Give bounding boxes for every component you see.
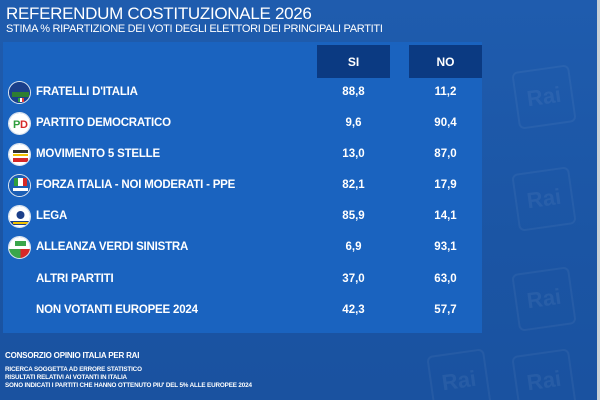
si-value: 6,9 bbox=[345, 241, 362, 253]
footnote: RISULTATI RELATIVI AI VOTANTI IN ITALIA bbox=[5, 374, 127, 381]
lega-logo-icon bbox=[8, 205, 31, 228]
alleanza-verdi-sinistra-logo-icon bbox=[8, 236, 31, 259]
party-name: ALTRI PARTITI bbox=[36, 273, 114, 285]
no-value: 93,1 bbox=[434, 241, 457, 253]
column-header-no-label: NO bbox=[436, 54, 455, 69]
footnote: RICERCA SOGGETTA AD ERRORE STATISTICO bbox=[5, 366, 142, 373]
rai-watermark: Rai bbox=[511, 166, 577, 232]
rai-watermark: Rai bbox=[426, 348, 492, 400]
party-name: MOVIMENTO 5 STELLE bbox=[36, 148, 160, 160]
table-row: ALTRI PARTITI 37,0 63,0 bbox=[3, 264, 482, 295]
rai-watermark-text: Rai bbox=[440, 365, 478, 396]
source-credit: CONSORZIO OPINIO ITALIA PER RAI bbox=[5, 351, 140, 360]
no-value: 63,0 bbox=[434, 273, 457, 285]
no-value: 87,0 bbox=[434, 148, 457, 160]
page-title: REFERENDUM COSTITUZIONALE 2026 bbox=[6, 4, 312, 23]
si-value: 37,0 bbox=[342, 273, 365, 285]
table-row: FORZA ITALIA - NOI MODERATI - PPE 82,1 1… bbox=[3, 170, 482, 201]
si-value: 82,1 bbox=[342, 179, 365, 191]
table-row: MOVIMENTO 5 STELLE 13,0 87,0 bbox=[3, 139, 482, 170]
table-row: ALLEANZA VERDI SINISTRA 6,9 93,1 bbox=[3, 232, 482, 263]
column-header-si: SI bbox=[317, 45, 390, 78]
forza-italia-logo-icon bbox=[8, 174, 31, 197]
svg-text:P: P bbox=[13, 119, 20, 131]
rai-watermark: Rai bbox=[511, 64, 577, 130]
si-value: 9,6 bbox=[345, 117, 362, 129]
table-row: NON VOTANTI EUROPEE 2024 42,3 57,7 bbox=[3, 295, 482, 326]
rai-watermark-text: Rai bbox=[525, 283, 563, 314]
results-panel bbox=[3, 42, 482, 333]
fratelli-ditalia-logo-icon bbox=[8, 81, 31, 104]
no-value: 57,7 bbox=[434, 304, 457, 316]
party-name: PARTITO DEMOCRATICO bbox=[36, 117, 171, 129]
svg-text:D: D bbox=[20, 119, 28, 131]
si-value: 85,9 bbox=[342, 210, 365, 222]
table-row: P D PARTITO DEMOCRATICO 9,6 90,4 bbox=[3, 108, 482, 139]
si-value: 42,3 bbox=[342, 304, 365, 316]
rai-watermark: Rai bbox=[511, 266, 577, 332]
movimento-5-stelle-logo-icon bbox=[8, 143, 31, 166]
si-value: 88,8 bbox=[342, 86, 365, 98]
footnote: SONO INDICATI I PARTITI CHE HANNO OTTENU… bbox=[5, 382, 252, 389]
party-name: LEGA bbox=[36, 210, 68, 222]
column-header-si-label: SI bbox=[347, 54, 360, 69]
party-name: ALLEANZA VERDI SINISTRA bbox=[36, 241, 189, 253]
no-value: 17,9 bbox=[434, 179, 457, 191]
party-name: FRATELLI D'ITALIA bbox=[36, 86, 138, 98]
rai-watermark-text: Rai bbox=[525, 81, 563, 112]
no-value: 90,4 bbox=[434, 117, 457, 129]
table-row: FRATELLI D'ITALIA 88,8 11,2 bbox=[3, 77, 482, 108]
no-value: 11,2 bbox=[434, 86, 457, 98]
partito-democratico-logo-icon: P D bbox=[8, 112, 31, 135]
party-name: FORZA ITALIA - NOI MODERATI - PPE bbox=[36, 179, 236, 191]
rai-watermark-text: Rai bbox=[525, 365, 563, 396]
party-name: NON VOTANTI EUROPEE 2024 bbox=[36, 304, 198, 316]
page-subtitle: STIMA % RIPARTIZIONE DEI VOTI DEGLI ELET… bbox=[6, 23, 383, 35]
rai-watermark: Rai bbox=[511, 348, 577, 400]
table-row: LEGA 85,9 14,1 bbox=[3, 201, 482, 232]
right-border bbox=[597, 0, 600, 400]
si-value: 13,0 bbox=[342, 148, 365, 160]
column-header-no: NO bbox=[409, 45, 482, 78]
rai-watermark-text: Rai bbox=[525, 183, 563, 214]
no-value: 14,1 bbox=[434, 210, 457, 222]
